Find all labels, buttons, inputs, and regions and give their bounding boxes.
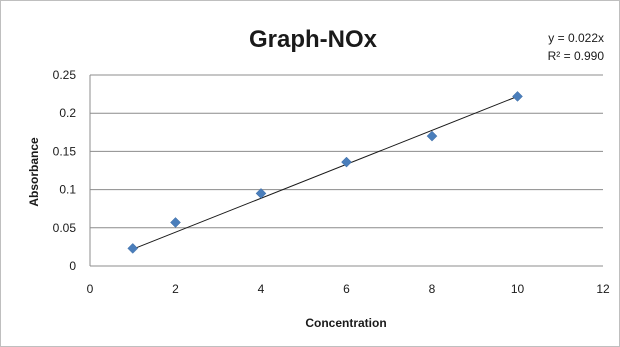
axes (89, 75, 603, 267)
data-point (512, 91, 523, 102)
y-tick-label: 0.15 (53, 144, 77, 158)
tick-labels: 0 0.05 0.1 0.15 0.2 0.25 0 2 4 6 8 10 12 (53, 68, 610, 296)
data-point (426, 130, 438, 142)
chart-title: Graph-NOx (249, 26, 378, 53)
data-points (127, 91, 523, 254)
data-point (170, 217, 181, 228)
x-tick-label: 4 (258, 282, 265, 296)
trendline (132, 95, 518, 250)
y-tick-label: 0.1 (59, 183, 76, 197)
x-axis-title: Concentration (305, 316, 386, 330)
x-tick-label: 10 (511, 282, 525, 296)
y-axis-title: Absorbance (27, 137, 41, 207)
x-tick-label: 8 (429, 282, 436, 296)
data-point (127, 243, 139, 254)
y-tick-label: 0 (69, 259, 76, 273)
x-tick-label: 12 (596, 282, 610, 296)
trendline-r-squared: R² = 0.990 (548, 49, 605, 63)
data-point (255, 188, 267, 199)
x-tick-label: 0 (87, 282, 94, 296)
y-tick-label: 0.25 (53, 68, 77, 82)
x-tick-label: 2 (172, 282, 179, 296)
trendline-layer (132, 95, 518, 250)
y-tick-label: 0.2 (59, 106, 76, 120)
data-point (341, 156, 352, 168)
y-tick-label: 0.05 (53, 221, 77, 235)
x-tick-label: 6 (343, 282, 350, 296)
trendline-equation: y = 0.022x (548, 31, 604, 45)
